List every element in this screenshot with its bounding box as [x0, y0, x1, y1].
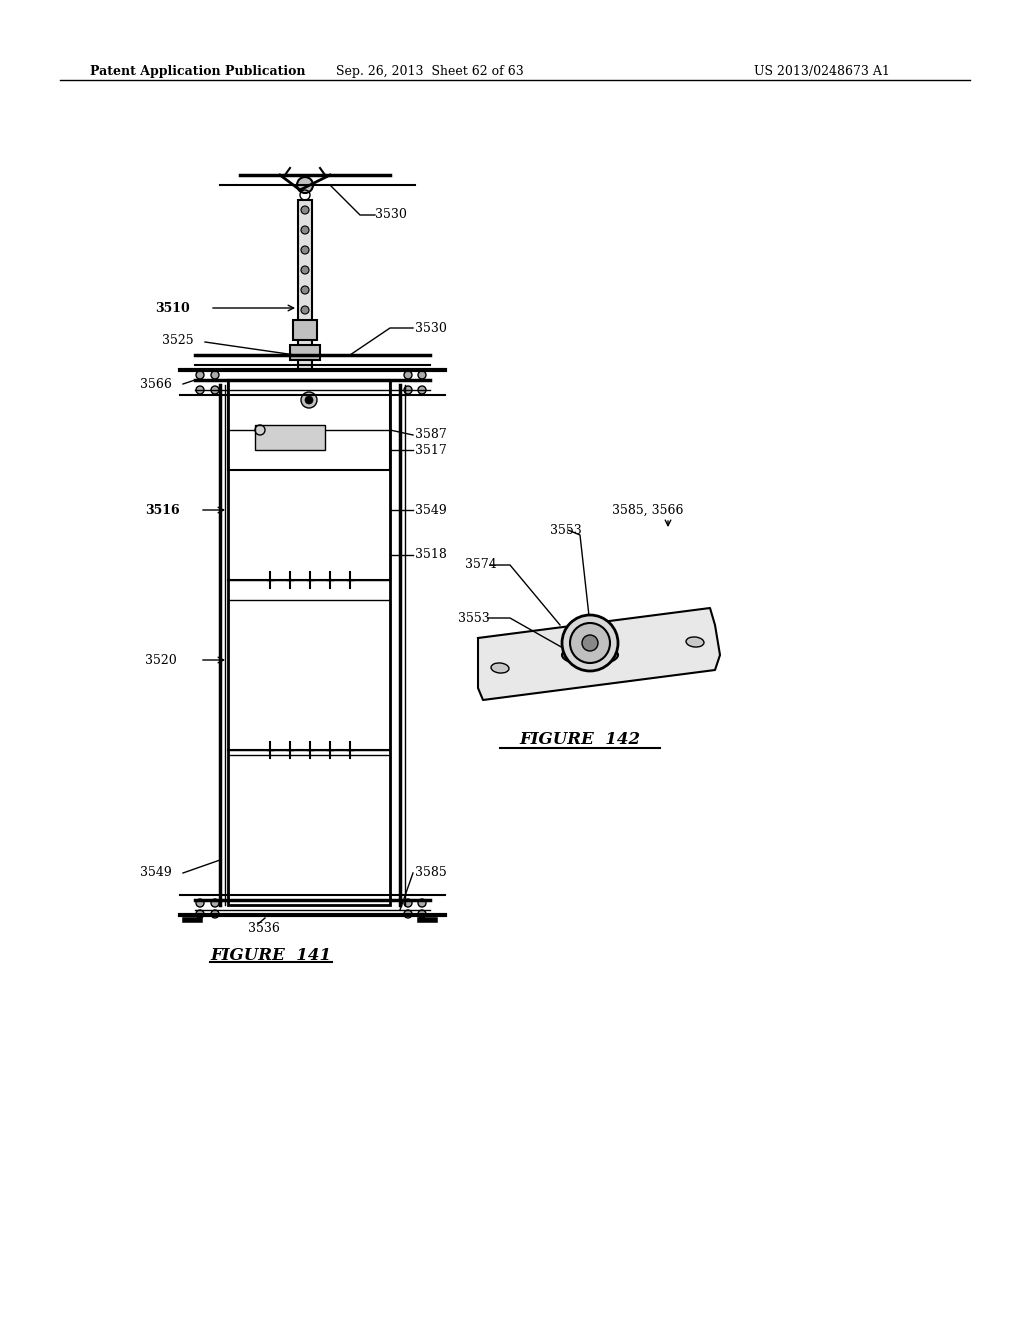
- Circle shape: [404, 371, 412, 379]
- Circle shape: [301, 267, 309, 275]
- Circle shape: [196, 385, 204, 393]
- Text: US 2013/0248673 A1: US 2013/0248673 A1: [754, 65, 890, 78]
- Circle shape: [196, 899, 204, 907]
- Circle shape: [404, 909, 412, 917]
- Ellipse shape: [492, 663, 509, 673]
- Text: 3549: 3549: [140, 866, 172, 879]
- Circle shape: [404, 385, 412, 393]
- Circle shape: [301, 206, 309, 214]
- Circle shape: [301, 226, 309, 234]
- Circle shape: [297, 177, 313, 193]
- Text: 3510: 3510: [155, 301, 189, 314]
- Circle shape: [305, 396, 313, 404]
- Text: 3585, 3566: 3585, 3566: [612, 503, 683, 516]
- Text: Sep. 26, 2013  Sheet 62 of 63: Sep. 26, 2013 Sheet 62 of 63: [336, 65, 524, 78]
- Text: 3516: 3516: [145, 503, 179, 516]
- Text: 3549: 3549: [415, 503, 446, 516]
- Bar: [290, 345, 319, 360]
- Circle shape: [570, 623, 610, 663]
- Text: 3536: 3536: [248, 921, 280, 935]
- Text: 3530: 3530: [375, 209, 407, 222]
- Bar: [228, 601, 390, 750]
- Circle shape: [196, 371, 204, 379]
- Circle shape: [562, 615, 618, 671]
- Text: 3530: 3530: [415, 322, 446, 334]
- Circle shape: [196, 909, 204, 917]
- Circle shape: [211, 371, 219, 379]
- Bar: [298, 201, 312, 370]
- Bar: [255, 425, 325, 450]
- Circle shape: [211, 909, 219, 917]
- Bar: [228, 755, 390, 900]
- Circle shape: [211, 385, 219, 393]
- Text: FIGURE  141: FIGURE 141: [211, 946, 332, 964]
- Text: 3518: 3518: [415, 549, 446, 561]
- Circle shape: [418, 899, 426, 907]
- Text: 3517: 3517: [415, 444, 446, 457]
- Circle shape: [582, 635, 598, 651]
- Bar: [228, 430, 390, 579]
- Text: 3585: 3585: [415, 866, 446, 879]
- Ellipse shape: [686, 638, 703, 647]
- Text: 3574: 3574: [465, 558, 497, 572]
- Polygon shape: [478, 609, 720, 700]
- Text: Patent Application Publication: Patent Application Publication: [90, 65, 305, 78]
- Text: 3520: 3520: [145, 653, 177, 667]
- Text: 3525: 3525: [162, 334, 194, 346]
- Circle shape: [418, 909, 426, 917]
- Bar: [293, 319, 317, 341]
- Text: 3566: 3566: [140, 378, 172, 391]
- Circle shape: [211, 899, 219, 907]
- Circle shape: [418, 385, 426, 393]
- Text: 3553: 3553: [550, 524, 582, 536]
- Text: 3587: 3587: [415, 429, 446, 441]
- Bar: [228, 380, 390, 470]
- Circle shape: [418, 371, 426, 379]
- Bar: [228, 380, 390, 906]
- Text: 3553: 3553: [458, 611, 489, 624]
- Circle shape: [404, 899, 412, 907]
- Circle shape: [301, 306, 309, 314]
- Text: FIGURE  142: FIGURE 142: [519, 731, 641, 748]
- Circle shape: [301, 246, 309, 253]
- Circle shape: [301, 286, 309, 294]
- Circle shape: [301, 392, 317, 408]
- Ellipse shape: [562, 645, 618, 665]
